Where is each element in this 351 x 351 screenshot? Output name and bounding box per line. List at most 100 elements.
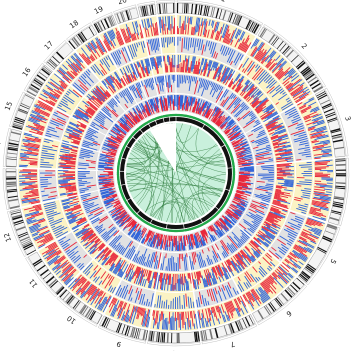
cnv-bar-inner bbox=[127, 113, 137, 125]
cnv-bar-outer bbox=[311, 203, 329, 209]
cnv-bar-mid bbox=[270, 134, 279, 139]
cnv-bar-mid bbox=[188, 273, 190, 279]
cnv-bar-inner-gray bbox=[249, 205, 265, 214]
genomic-link bbox=[150, 129, 165, 221]
cnv-bar-outer bbox=[75, 63, 83, 71]
cnv-bar-inner bbox=[233, 197, 241, 201]
cytoband bbox=[107, 16, 113, 27]
cnv-bar-mid bbox=[62, 177, 76, 180]
cnv-bar-outer bbox=[69, 278, 81, 290]
cnv-bar-gray bbox=[257, 276, 261, 280]
cnv-bar-mid bbox=[237, 252, 244, 261]
cnv-bar-inner-gray bbox=[230, 244, 236, 252]
cnv-bar-mid bbox=[146, 270, 151, 281]
cnv-bar-outer bbox=[26, 217, 35, 221]
cnv-bar-outer bbox=[36, 226, 49, 233]
cnv-bar-mid bbox=[153, 271, 156, 279]
cnv-bar-outer bbox=[67, 64, 79, 75]
cnv-bar-inner bbox=[224, 218, 233, 228]
cnv-bar-outer bbox=[319, 185, 333, 188]
cnv-bar-inner bbox=[198, 241, 201, 248]
cnv-bar-mid bbox=[256, 90, 262, 96]
cnv-bar-inner bbox=[111, 213, 117, 218]
cnv-bar-inner bbox=[156, 239, 161, 249]
cnv-bar-mid bbox=[115, 79, 123, 89]
cnv-bar-gray bbox=[134, 290, 140, 303]
cnv-bar-inner bbox=[216, 121, 221, 126]
cytoband bbox=[12, 123, 23, 129]
cytoband bbox=[52, 55, 60, 64]
cnv-bar-gray bbox=[101, 69, 106, 76]
cnv-bar-mid bbox=[72, 198, 79, 201]
cnv-bar-outer bbox=[313, 152, 329, 156]
cnv-bar-inner bbox=[197, 106, 202, 115]
cnv-bar-mid bbox=[145, 58, 151, 74]
cnv-bar-outer bbox=[317, 120, 325, 125]
cnv-bar-mid bbox=[130, 73, 135, 82]
cnv-bar-inner bbox=[102, 195, 110, 199]
cnv-bar-outer bbox=[241, 37, 250, 51]
cnv-bar-gray bbox=[72, 254, 81, 262]
cnv-bar-inner-gray bbox=[222, 92, 234, 108]
cnv-bar-mid bbox=[85, 110, 94, 117]
black-ring-chr10 bbox=[137, 210, 153, 223]
cnv-bar-inner bbox=[239, 152, 252, 157]
cnv-bar-inner-gray bbox=[80, 149, 95, 155]
cnv-bar-gray bbox=[269, 81, 277, 89]
cnv-bar-outer bbox=[203, 21, 208, 37]
cnv-bar-inner-gray bbox=[250, 203, 265, 210]
cytoband bbox=[317, 92, 327, 99]
cnv-bar-mid bbox=[257, 231, 266, 238]
cytoband bbox=[125, 10, 130, 21]
cnv-bar-gray bbox=[246, 64, 256, 76]
cnv-bar-outer bbox=[135, 21, 139, 28]
cnv-bar-inner-gray bbox=[153, 255, 158, 269]
cnv-bar-outer bbox=[293, 91, 307, 101]
cytoband bbox=[89, 310, 96, 321]
cnv-bar-gray bbox=[226, 49, 234, 63]
cnv-bar-gray bbox=[302, 192, 311, 195]
cnv-bar-outer bbox=[140, 307, 144, 317]
cnv-bar-inner bbox=[224, 120, 235, 130]
cnv-bar-mid bbox=[110, 252, 115, 258]
cytoband bbox=[166, 332, 169, 343]
cnv-bar-gray bbox=[224, 285, 231, 298]
cnv-bar-inner-gray bbox=[98, 216, 109, 224]
cnv-bar-outer bbox=[96, 37, 106, 53]
cnv-bar-outer bbox=[164, 16, 167, 27]
cnv-bar-mid bbox=[236, 259, 245, 270]
cnv-bar-gray bbox=[258, 270, 265, 278]
cnv-bar-mid bbox=[144, 67, 149, 77]
cnv-bar-outer bbox=[141, 19, 145, 28]
cnv-bar-outer bbox=[29, 224, 41, 230]
cnv-bar-inner bbox=[215, 229, 222, 238]
cnv-bar-mid bbox=[265, 219, 277, 226]
cnv-bar-inner bbox=[236, 204, 246, 210]
cnv-bar-gray bbox=[268, 250, 280, 259]
cnv-bar-outer bbox=[288, 87, 294, 92]
cnv-bar-inner bbox=[133, 223, 140, 232]
cnv-bar-inner-gray bbox=[170, 255, 173, 271]
cnv-bar-outer bbox=[297, 102, 303, 106]
cnv-bar-outer bbox=[310, 134, 326, 139]
cnv-bar-inner-gray bbox=[260, 164, 274, 167]
cnv-bar-mid bbox=[225, 267, 232, 278]
cnv-bar-inner bbox=[107, 161, 114, 164]
cnv-bar-outer bbox=[228, 29, 235, 45]
cnv-bar-inner-gray bbox=[211, 245, 219, 259]
cnv-bar-mid bbox=[267, 215, 275, 220]
cnv-bar-inner-gray bbox=[92, 121, 104, 130]
cnv-bar-outer bbox=[277, 274, 288, 285]
cnv-bar-outer bbox=[260, 298, 265, 304]
cnv-bar-outer bbox=[28, 119, 40, 125]
cnv-bar-outer bbox=[156, 322, 159, 329]
chromosome-label-3: 3 bbox=[343, 115, 351, 122]
cnv-bar-inner bbox=[232, 213, 240, 220]
cnv-bar-mid bbox=[154, 58, 159, 74]
cnv-bar-mid bbox=[266, 104, 273, 110]
cnv-bar-mid bbox=[101, 249, 112, 261]
cnv-bar-inner bbox=[180, 235, 184, 250]
cnv-bar-outer bbox=[258, 51, 267, 62]
cnv-bar-outer bbox=[288, 68, 295, 75]
cnv-bar-outer bbox=[234, 38, 240, 48]
